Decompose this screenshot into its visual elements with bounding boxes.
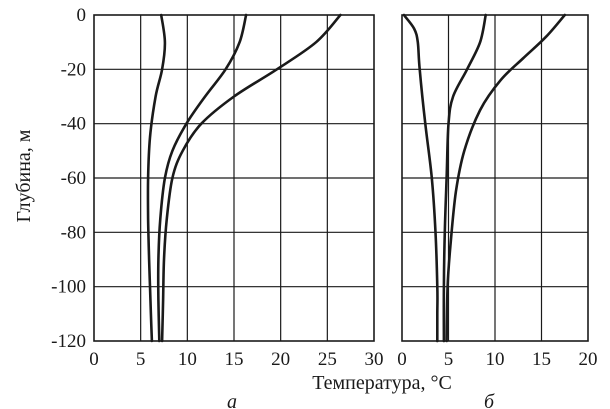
- panel-label-a: а: [227, 391, 237, 409]
- x-tick-label: 0: [89, 349, 99, 370]
- x-tick-label: 15: [225, 349, 244, 370]
- plot-frame: [401, 14, 589, 342]
- x-tick-label: 30: [365, 349, 384, 370]
- panel-label-b: б: [484, 391, 495, 409]
- x-tick-label: 5: [444, 349, 454, 370]
- x-tick-label: 20: [271, 349, 290, 370]
- series-line-a-2: [156, 13, 248, 343]
- series-line-b-2: [442, 13, 487, 343]
- y-tick-label: -120: [51, 331, 86, 352]
- x-tick-label: 10: [486, 349, 505, 370]
- series-line-b-1: [402, 13, 439, 343]
- y-tick-label: -60: [61, 168, 86, 189]
- x-tick-label: 15: [532, 349, 551, 370]
- panel-b: 0 5 10 15 20: [397, 13, 598, 370]
- y-tick-label: -80: [61, 222, 86, 243]
- y-tick-label: -100: [51, 277, 86, 298]
- x-tick-label: 0: [397, 349, 407, 370]
- series-line-b-3: [445, 13, 567, 343]
- x-tick-label: 10: [178, 349, 197, 370]
- panel-a: 0 5 10 15 20 25 30 0 -20 -40 -60 -80 -100 -120: [51, 5, 383, 370]
- y-tick-label: -40: [61, 114, 86, 135]
- x-tick-label: 5: [136, 349, 146, 370]
- series-line-a-1: [146, 13, 167, 343]
- y-tick-label: -20: [61, 59, 86, 80]
- series-line-a-3: [160, 13, 342, 343]
- y-tick-label: 0: [77, 5, 87, 26]
- x-tick-label: 25: [318, 349, 337, 370]
- x-axis-label: Температура, °C: [312, 372, 452, 394]
- y-axis-label: Глубина, м: [13, 129, 35, 222]
- plot-frame: [93, 14, 375, 342]
- x-tick-label: 20: [579, 349, 598, 370]
